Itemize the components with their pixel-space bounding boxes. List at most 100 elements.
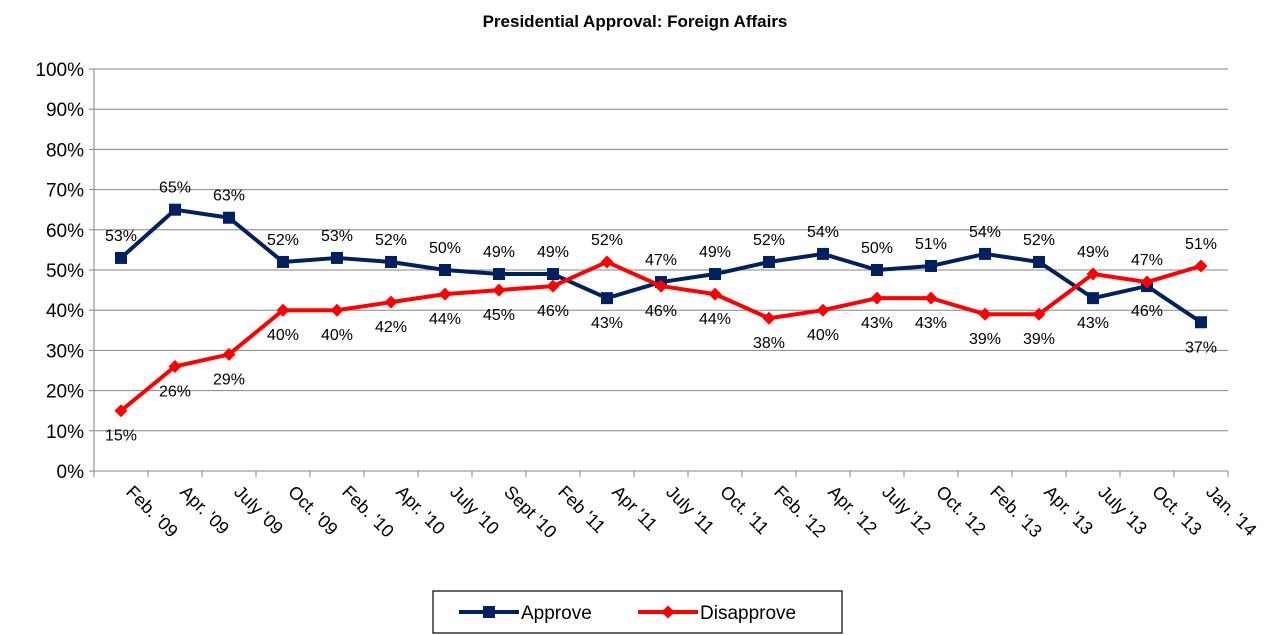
data-point-approve xyxy=(331,251,343,264)
data-label-disapprove: 38% xyxy=(753,335,785,352)
data-point-approve xyxy=(547,268,559,281)
gridlines xyxy=(94,68,1228,472)
data-point-approve xyxy=(115,251,127,264)
data-point-disapprove xyxy=(978,307,992,321)
data-point-disapprove xyxy=(1086,267,1100,281)
x-tick-label: Feb '11 xyxy=(554,482,609,537)
y-axis: 0% 10% 20% 30% 40% 50% 60% 70% 80% 90% 100% xyxy=(35,60,95,483)
data-point-approve xyxy=(1195,316,1207,329)
x-tick-label: Oct. '13 xyxy=(1148,482,1206,540)
data-point-disapprove xyxy=(114,404,128,418)
x-tick-label: July '13 xyxy=(1094,482,1151,539)
data-label-disapprove: 47% xyxy=(1131,252,1163,269)
data-label-disapprove: 43% xyxy=(915,315,947,332)
data-point-disapprove xyxy=(1032,307,1046,321)
data-label-approve: 47% xyxy=(645,252,677,269)
x-tick-label: Oct. '12 xyxy=(932,482,990,540)
y-tick-label: 50% xyxy=(46,261,84,282)
x-tick-label: Sept '10 xyxy=(500,482,560,542)
y-tick-label: 40% xyxy=(46,301,84,322)
y-tick-label: 0% xyxy=(57,462,85,483)
data-label-approve: 49% xyxy=(483,244,515,261)
data-label-approve: 50% xyxy=(861,240,893,257)
data-label-approve: 37% xyxy=(1185,339,1217,356)
x-tick-label: Feb. '12 xyxy=(770,482,830,542)
data-label-disapprove: 40% xyxy=(267,327,299,344)
data-point-approve xyxy=(385,255,397,268)
data-point-approve xyxy=(439,264,451,276)
data-point-approve xyxy=(169,203,181,216)
data-point-disapprove xyxy=(222,347,236,361)
x-tick-label: July '09 xyxy=(230,482,287,539)
data-label-disapprove: 44% xyxy=(699,311,731,328)
data-point-disapprove xyxy=(492,283,506,297)
data-label-disapprove: 15% xyxy=(105,428,137,445)
x-tick-label: Apr. '09 xyxy=(176,482,233,539)
data-label-disapprove: 46% xyxy=(645,303,677,320)
legend-label-disapprove: Disapprove xyxy=(700,603,796,624)
data-label-disapprove: 43% xyxy=(861,315,893,332)
data-point-approve xyxy=(223,211,235,224)
data-point-approve xyxy=(925,259,937,272)
data-label-disapprove: 45% xyxy=(483,307,515,324)
data-point-disapprove xyxy=(870,291,884,305)
data-label-disapprove: 39% xyxy=(1023,331,1055,348)
data-point-disapprove xyxy=(816,303,830,317)
data-label-approve: 54% xyxy=(807,224,839,241)
data-label-disapprove: 46% xyxy=(537,303,569,320)
data-point-disapprove xyxy=(600,255,614,269)
data-label-approve: 63% xyxy=(213,188,245,205)
y-tick-label: 80% xyxy=(46,140,84,161)
data-label-approve: 49% xyxy=(699,244,731,261)
x-tick-label: July '12 xyxy=(878,482,935,539)
x-tick-label: Feb. '13 xyxy=(986,482,1046,542)
data-point-disapprove xyxy=(762,311,776,325)
y-tick-label: 70% xyxy=(46,181,84,202)
data-point-disapprove xyxy=(924,291,938,305)
data-point-approve xyxy=(493,268,505,281)
data-label-disapprove: 49% xyxy=(1077,244,1109,261)
data-point-approve xyxy=(871,264,883,276)
data-label-approve: 54% xyxy=(969,224,1001,241)
data-point-disapprove xyxy=(168,359,182,373)
data-label-approve: 49% xyxy=(537,244,569,261)
x-tick-label: July '10 xyxy=(446,482,503,539)
data-point-disapprove xyxy=(1140,275,1154,289)
data-point-disapprove xyxy=(330,303,344,317)
data-label-disapprove: 52% xyxy=(591,232,623,249)
series-layer xyxy=(114,203,1208,418)
x-tick-label: Jan. '14 xyxy=(1202,482,1260,540)
y-tick-label: 20% xyxy=(46,382,84,403)
data-labels: 53% 15% 65% 26% 63% 29% 52% 40% 53% 40% 52% 42% 50% 4… xyxy=(105,180,1217,445)
legend-swatch-marker xyxy=(661,605,675,619)
data-label-approve: 52% xyxy=(753,232,785,249)
data-label-disapprove: 40% xyxy=(321,327,353,344)
data-label-approve: 50% xyxy=(429,240,461,257)
data-point-disapprove xyxy=(438,287,452,301)
data-point-disapprove xyxy=(708,287,722,301)
data-label-disapprove: 40% xyxy=(807,327,839,344)
chart-title: Presidential Approval: Foreign Affairs xyxy=(483,12,788,31)
data-point-approve xyxy=(1087,292,1099,305)
data-label-approve: 52% xyxy=(375,232,407,249)
data-label-disapprove: 26% xyxy=(159,383,191,400)
y-tick-label: 60% xyxy=(46,221,84,242)
data-label-approve: 43% xyxy=(591,315,623,332)
x-tick-label: Apr. '10 xyxy=(392,482,449,539)
data-point-disapprove xyxy=(654,279,668,293)
data-label-disapprove: 42% xyxy=(375,319,407,336)
data-label-disapprove: 39% xyxy=(969,331,1001,348)
data-point-approve xyxy=(277,255,289,268)
legend-swatch-marker xyxy=(483,606,495,618)
data-point-approve xyxy=(817,247,829,260)
data-point-approve xyxy=(709,268,721,281)
x-tick-label: Feb. '10 xyxy=(338,482,398,542)
data-point-approve xyxy=(601,292,613,305)
y-tick-label: 30% xyxy=(46,341,84,362)
legend-label-approve: Approve xyxy=(521,603,592,624)
x-tick-label: Feb. '09 xyxy=(122,482,182,542)
data-label-approve: 46% xyxy=(1131,303,1163,320)
data-label-approve: 53% xyxy=(105,228,137,245)
data-label-disapprove: 44% xyxy=(429,311,461,328)
